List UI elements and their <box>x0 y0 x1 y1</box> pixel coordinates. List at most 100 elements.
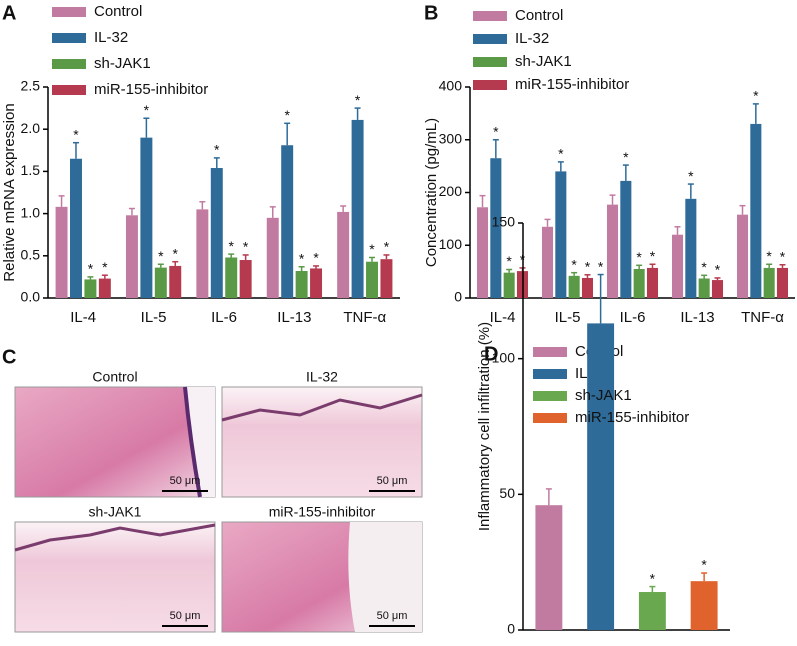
significance-mark: * <box>228 238 234 254</box>
x-tick-label: IL-6 <box>211 309 237 326</box>
bar <box>490 158 502 298</box>
bar <box>685 198 697 298</box>
significance-mark: * <box>284 107 290 123</box>
scale-label: 50 μm <box>377 475 408 487</box>
panel-label: C <box>2 346 16 368</box>
epidermis <box>183 386 202 498</box>
bar <box>698 278 710 298</box>
scale-label: 50 μm <box>170 610 201 622</box>
y-tick-label: 50 <box>499 485 515 501</box>
bar <box>763 267 775 298</box>
significance-mark: * <box>384 239 390 255</box>
significance-mark: * <box>701 259 707 275</box>
legend-label: miR-155-inhibitor <box>575 409 689 426</box>
significance-mark: * <box>688 168 694 184</box>
significance-mark: * <box>585 258 591 274</box>
image-title: IL-32 <box>306 369 338 385</box>
bar <box>620 180 632 298</box>
y-tick-label: 100 <box>492 349 516 365</box>
bar <box>84 279 97 298</box>
significance-mark: * <box>636 249 642 265</box>
bar <box>638 592 666 630</box>
bar <box>541 226 554 298</box>
legend-swatch <box>52 33 86 43</box>
image-title: Control <box>92 369 137 385</box>
epidermis <box>14 523 216 552</box>
y-tick-label: 1.5 <box>21 162 41 178</box>
bar <box>581 277 594 298</box>
bar <box>154 267 167 298</box>
bar <box>239 260 252 298</box>
image-title: sh-JAK1 <box>89 504 142 520</box>
significance-mark: * <box>650 570 656 586</box>
x-tick-label: IL-13 <box>277 309 311 326</box>
scale-label: 50 μm <box>170 475 201 487</box>
significance-mark: * <box>701 557 707 573</box>
legend-swatch <box>52 7 86 17</box>
y-axis-title: Relative mRNA expression <box>1 103 18 281</box>
significance-mark: * <box>780 248 786 264</box>
significance-mark: * <box>102 259 108 275</box>
legend-swatch <box>473 80 507 90</box>
significance-mark: * <box>623 149 629 165</box>
y-tick-label: 0 <box>507 621 515 637</box>
bar <box>225 257 238 298</box>
legend-label: sh-JAK1 <box>94 55 151 72</box>
panel-label: D <box>484 343 498 365</box>
bar <box>711 280 724 298</box>
bar <box>310 268 323 298</box>
bar <box>587 323 615 630</box>
y-tick-label: 200 <box>439 183 463 199</box>
significance-mark: * <box>766 248 772 264</box>
bar <box>125 215 138 298</box>
bar <box>633 268 645 298</box>
significance-mark: * <box>571 256 577 272</box>
bar <box>503 272 515 298</box>
y-tick-label: 0 <box>454 289 462 305</box>
bar <box>690 581 718 630</box>
y-tick-label: 2.5 <box>21 78 41 94</box>
bar <box>351 119 364 298</box>
significance-mark: * <box>88 261 94 277</box>
significance-mark: * <box>506 253 512 269</box>
significance-mark: * <box>158 248 164 264</box>
significance-mark: * <box>214 142 220 158</box>
bar <box>750 123 762 298</box>
y-axis-title: Concentration (pg/mL) <box>423 118 440 267</box>
bar <box>98 278 111 298</box>
legend-swatch <box>533 413 567 423</box>
significance-mark: * <box>715 262 721 278</box>
histology-image <box>14 386 216 498</box>
bar <box>337 211 350 298</box>
bar <box>366 261 378 298</box>
legend-label: sh-JAK1 <box>575 387 632 404</box>
background <box>185 387 215 497</box>
x-tick-label: IL-13 <box>680 309 714 326</box>
bar <box>535 505 563 630</box>
legend-label: Control <box>94 3 142 20</box>
bar <box>646 267 659 298</box>
y-tick-label: 2.0 <box>21 120 41 136</box>
significance-mark: * <box>558 146 564 162</box>
bar <box>776 267 789 298</box>
x-tick-label: IL-4 <box>70 309 96 326</box>
y-tick-label: 300 <box>439 130 463 146</box>
significance-mark: * <box>73 126 79 142</box>
x-tick-label: IL-4 <box>490 309 516 326</box>
bar <box>606 204 619 298</box>
significance-mark: * <box>313 250 319 266</box>
bar <box>169 265 182 298</box>
scale-label: 50 μm <box>377 610 408 622</box>
y-tick-label: 100 <box>439 236 463 252</box>
bar <box>555 171 567 298</box>
legend-label: sh-JAK1 <box>515 53 572 70</box>
y-tick-label: 400 <box>439 78 463 94</box>
legend-swatch <box>533 391 567 401</box>
significance-mark: * <box>355 92 361 108</box>
significance-mark: * <box>173 245 179 261</box>
y-axis-title: Inflammatory cell infiltration (%) <box>476 322 493 531</box>
bar <box>476 207 489 298</box>
legend-swatch <box>52 85 86 95</box>
legend-swatch <box>52 59 86 69</box>
